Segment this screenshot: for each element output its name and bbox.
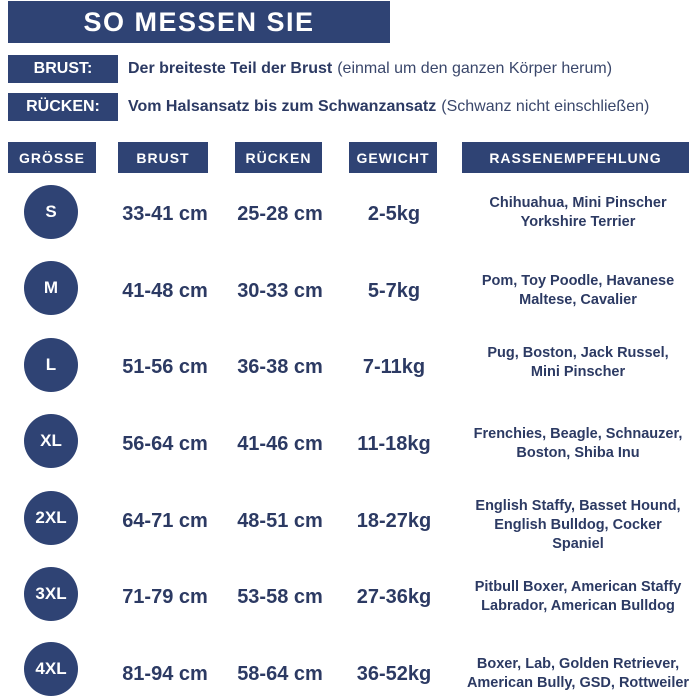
chest-description-bold: Der breiteste Teil der Brust [128,60,333,77]
weight-value: 36-52kg [356,662,432,685]
breed-list: Pug, Boston, Jack Russel, Mini Pinscher [462,344,694,382]
chest-value: 33-41 cm [122,202,208,225]
breed-line: English Staffy, Basset Hound, [475,498,681,514]
weight-value: 2-5kg [367,202,421,225]
breed-line: Maltese, Cavalier [519,292,637,308]
size-badge: L [24,338,78,392]
chest-value: 81-94 cm [122,662,208,685]
breed-line: Pug, Boston, Jack Russel, [487,345,669,361]
back-value: 30-33 cm [237,279,323,302]
header-breed-recommendation: RASSENEMPFEHLUNG [462,142,689,173]
breed-list: Pom, Toy Poodle, Havanese Maltese, Caval… [462,272,694,310]
size-badge: M [24,261,78,315]
breed-line: Labrador, American Bulldog [481,598,675,614]
header-size: GRÖSSE [8,142,96,173]
chest-description: Der breiteste Teil der Brust (einmal um … [128,55,612,83]
chest-value: 41-48 cm [122,279,208,302]
weight-value: 11-18kg [357,432,431,455]
back-description: Vom Halsansatz bis zum Schwanzansatz (Sc… [128,93,649,121]
breed-line: Boxer, Lab, Golden Retriever, [476,656,680,672]
weight-value: 5-7kg [367,279,421,302]
back-label: RÜCKEN: [8,93,118,121]
back-value: 58-64 cm [237,662,323,685]
back-value: 48-51 cm [237,509,323,532]
chest-value: 56-64 cm [122,432,208,455]
breed-line: Boston, Shiba Inu [516,445,640,461]
chest-label: BRUST: [8,55,118,83]
weight-value: 7-11kg [362,355,426,378]
back-value: 25-28 cm [237,202,323,225]
breed-line: English Bulldog, Cocker [494,517,662,533]
breed-list: Pitbull Boxer, American Staffy Labrador,… [462,578,694,616]
breed-list: Boxer, Lab, Golden Retriever, American B… [462,655,694,693]
breed-list: English Staffy, Basset Hound, English Bu… [462,497,694,554]
header-back: RÜCKEN [235,142,322,173]
breed-line: Pom, Toy Poodle, Havanese [481,273,675,289]
size-badge: 3XL [24,567,78,621]
chest-value: 71-79 cm [122,585,208,608]
breed-line: Frenchies, Beagle, Schnauzer, [473,426,683,442]
back-value: 41-46 cm [237,432,323,455]
breed-line: Pitbull Boxer, American Staffy [474,579,682,595]
back-value: 53-58 cm [237,585,323,608]
size-badge: 2XL [24,491,78,545]
chest-value: 51-56 cm [122,355,208,378]
breed-line: American Bully, GSD, Rottweiler [466,675,690,691]
back-description-bold: Vom Halsansatz bis zum Schwanzansatz [128,98,437,115]
chest-value: 64-71 cm [122,509,208,532]
chest-description-note: (einmal um den ganzen Körper herum) [337,60,613,77]
back-value: 36-38 cm [237,355,323,378]
back-description-note: (Schwanz nicht einschließen) [441,98,650,115]
breed-list: Frenchies, Beagle, Schnauzer, Boston, Sh… [462,425,694,463]
size-badge: S [24,185,78,239]
breed-list: Chihuahua, Mini Pinscher Yorkshire Terri… [462,194,694,232]
header-weight: GEWICHT [349,142,437,173]
breed-line: Spaniel [552,536,604,552]
size-badge: 4XL [24,642,78,696]
breed-line: Chihuahua, Mini Pinscher [489,195,667,211]
size-badge: XL [24,414,78,468]
weight-value: 27-36kg [356,585,432,608]
page-title: SO MESSEN SIE [8,1,390,43]
header-chest: BRUST [118,142,208,173]
breed-line: Mini Pinscher [530,364,626,380]
breed-line: Yorkshire Terrier [520,214,636,230]
weight-value: 18-27kg [356,509,432,532]
